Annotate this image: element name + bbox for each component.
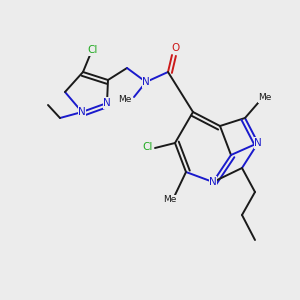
Text: N: N xyxy=(209,177,217,187)
Text: N: N xyxy=(254,138,262,148)
Text: N: N xyxy=(103,98,111,108)
Text: Me: Me xyxy=(258,94,272,103)
Text: N: N xyxy=(78,107,86,117)
Text: O: O xyxy=(172,43,180,53)
Text: Me: Me xyxy=(163,196,177,205)
Text: Me: Me xyxy=(118,95,132,104)
Text: N: N xyxy=(142,77,150,87)
Text: Cl: Cl xyxy=(88,45,98,55)
Text: Cl: Cl xyxy=(143,142,153,152)
